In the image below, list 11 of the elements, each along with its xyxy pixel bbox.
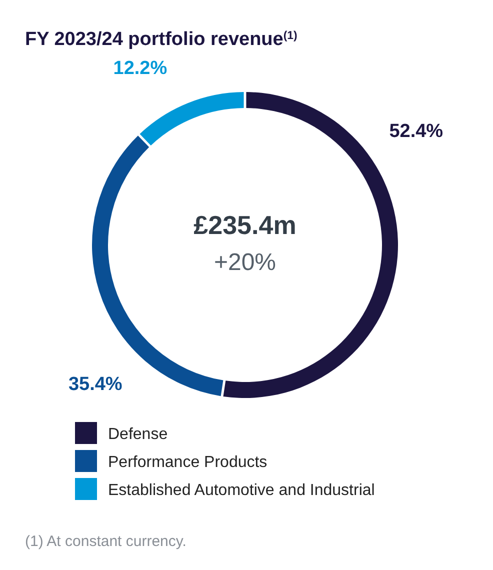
data-label: 12.2% — [113, 58, 168, 79]
text: (1) At constant currency. — [25, 533, 186, 550]
donut-slice — [140, 92, 244, 146]
data-label: 35.4% — [68, 374, 122, 396]
text: £235.4m — [194, 210, 296, 240]
text: +20% — [214, 249, 276, 276]
chart-title: FY 2023/24 portfolio revenue$^{(1)}$ — [25, 29, 298, 50]
legend-label: Performance Products — [108, 454, 268, 471]
legend-label: Defense — [108, 426, 168, 443]
data-label: 52.4% — [389, 121, 444, 142]
legend-label: Established Automotive and Industrial — [108, 482, 375, 499]
